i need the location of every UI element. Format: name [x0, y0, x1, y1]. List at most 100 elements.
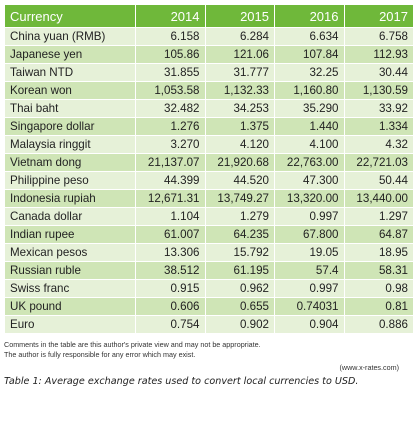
rate-cell: 0.655: [204, 297, 275, 316]
table-row: Japanese yen 105.86 121.06 107.84 112.93: [4, 45, 414, 64]
rate-cell: 50.44: [343, 171, 414, 190]
rate-cell: 1.334: [343, 117, 414, 136]
rate-cell: 22,721.03: [343, 153, 414, 172]
rate-cell: 3.270: [135, 135, 206, 154]
rate-cell: 0.98: [343, 279, 414, 298]
column-header-year: 2015: [204, 4, 275, 28]
currency-name-cell: Russian ruble: [4, 261, 136, 280]
table-row: Swiss franc 0.915 0.962 0.997 0.98: [4, 279, 414, 298]
rate-cell: 1.104: [135, 207, 206, 226]
rate-cell: 0.997: [274, 207, 345, 226]
rate-cell: 1,132.33: [204, 81, 275, 100]
rate-cell: 1,160.80: [274, 81, 345, 100]
rate-cell: 0.81: [343, 297, 414, 316]
disclaimer-line-1: Comments in the table are this author's …: [4, 340, 261, 349]
rate-cell: 0.915: [135, 279, 206, 298]
rate-cell: 1,053.58: [135, 81, 206, 100]
rate-cell: 1.440: [274, 117, 345, 136]
currency-name-cell: Indian rupee: [4, 225, 136, 244]
table-row: Korean won 1,053.58 1,132.33 1,160.80 1,130.…: [4, 81, 414, 100]
currency-name-cell: Japanese yen: [4, 45, 136, 64]
rate-cell: 6.284: [204, 27, 275, 46]
currency-name-cell: Canada dollar: [4, 207, 136, 226]
table-row: Mexican pesos 13.306 15.792 19.05 18.95: [4, 243, 414, 262]
currency-name-cell: Taiwan NTD: [4, 63, 136, 82]
rate-cell: 58.31: [343, 261, 414, 280]
table-row: UK pound 0.606 0.655 0.74031 0.81: [4, 297, 414, 316]
source-credit: (www.x-rates.com): [339, 363, 400, 372]
exchange-rate-table: Currency 2014 2015 2016 2017 China yuan (RMB…: [4, 4, 414, 334]
rate-cell: 32.25: [274, 63, 345, 82]
table-row: Thai baht 32.482 34.253 35.290 33.92: [4, 99, 414, 118]
rate-cell: 112.93: [343, 45, 414, 64]
rate-cell: 38.512: [135, 261, 206, 280]
rate-cell: 1.279: [204, 207, 275, 226]
rate-cell: 12,671.31: [135, 189, 206, 208]
table-row: Indian rupee 61.007 64.235 67.800 64.87: [4, 225, 414, 244]
rate-cell: 21,920.68: [204, 153, 275, 172]
rate-cell: 0.886: [343, 315, 414, 334]
currency-name-cell: Vietnam dong: [4, 153, 136, 172]
rate-cell: 6.158: [135, 27, 206, 46]
rate-cell: 33.92: [343, 99, 414, 118]
rate-cell: 6.634: [274, 27, 345, 46]
currency-name-cell: Mexican pesos: [4, 243, 136, 262]
rate-cell: 1,130.59: [343, 81, 414, 100]
rate-cell: 0.606: [135, 297, 206, 316]
table-header-row: Currency 2014 2015 2016 2017: [4, 4, 414, 28]
table-row: Vietnam dong 21,137.07 21,920.68 22,763.00 2…: [4, 153, 414, 172]
rate-cell: 6.758: [343, 27, 414, 46]
rate-cell: 4.100: [274, 135, 345, 154]
rate-cell: 0.902: [204, 315, 275, 334]
rate-cell: 64.235: [204, 225, 275, 244]
rate-cell: 22,763.00: [274, 153, 345, 172]
column-header-year: 2016: [274, 4, 345, 28]
table-caption: Table 1: Average exchange rates used to …: [4, 376, 359, 387]
rate-cell: 0.962: [204, 279, 275, 298]
currency-name-cell: Philippine peso: [4, 171, 136, 190]
exchange-rate-figure: Currency 2014 2015 2016 2017 China yuan (RMB…: [4, 4, 414, 387]
currency-name-cell: Singapore dollar: [4, 117, 136, 136]
rate-cell: 32.482: [135, 99, 206, 118]
currency-name-cell: Indonesia rupiah: [4, 189, 136, 208]
rate-cell: 34.253: [204, 99, 275, 118]
rate-cell: 35.290: [274, 99, 345, 118]
rate-cell: 105.86: [135, 45, 206, 64]
rate-cell: 1.297: [343, 207, 414, 226]
disclaimer-line-2: The author is fully responsible for any …: [4, 350, 196, 359]
table-row: Malaysia ringgit 3.270 4.120 4.100 4.32: [4, 135, 414, 154]
rate-cell: 4.32: [343, 135, 414, 154]
rate-cell: 121.06: [204, 45, 275, 64]
currency-name-cell: Thai baht: [4, 99, 136, 118]
currency-name-cell: Euro: [4, 315, 136, 334]
rate-cell: 31.777: [204, 63, 275, 82]
rate-cell: 31.855: [135, 63, 206, 82]
rate-cell: 21,137.07: [135, 153, 206, 172]
rate-cell: 4.120: [204, 135, 275, 154]
table-row: China yuan (RMB) 6.158 6.284 6.634 6.758: [4, 27, 414, 46]
table-row: Philippine peso 44.399 44.520 47.300 50.44: [4, 171, 414, 190]
currency-name-cell: Malaysia ringgit: [4, 135, 136, 154]
currency-name-cell: Swiss franc: [4, 279, 136, 298]
rate-cell: 13,749.27: [204, 189, 275, 208]
column-header-year: 2017: [343, 4, 414, 28]
rate-cell: 47.300: [274, 171, 345, 190]
rate-cell: 0.754: [135, 315, 206, 334]
table-row: Russian ruble 38.512 61.195 57.4 58.31: [4, 261, 414, 280]
table-row: Taiwan NTD 31.855 31.777 32.25 30.44: [4, 63, 414, 82]
rate-cell: 0.904: [274, 315, 345, 334]
rate-cell: 13.306: [135, 243, 206, 262]
table-row: Euro 0.754 0.902 0.904 0.886: [4, 315, 414, 334]
rate-cell: 30.44: [343, 63, 414, 82]
rate-cell: 0.997: [274, 279, 345, 298]
rate-cell: 44.520: [204, 171, 275, 190]
currency-name-cell: China yuan (RMB): [4, 27, 136, 46]
rate-cell: 19.05: [274, 243, 345, 262]
rate-cell: 61.007: [135, 225, 206, 244]
rate-cell: 0.74031: [274, 297, 345, 316]
column-header-currency: Currency: [4, 4, 136, 28]
table-notes: Comments in the table are this author's …: [4, 338, 413, 376]
rate-cell: 13,440.00: [343, 189, 414, 208]
currency-name-cell: Korean won: [4, 81, 136, 100]
rate-cell: 64.87: [343, 225, 414, 244]
